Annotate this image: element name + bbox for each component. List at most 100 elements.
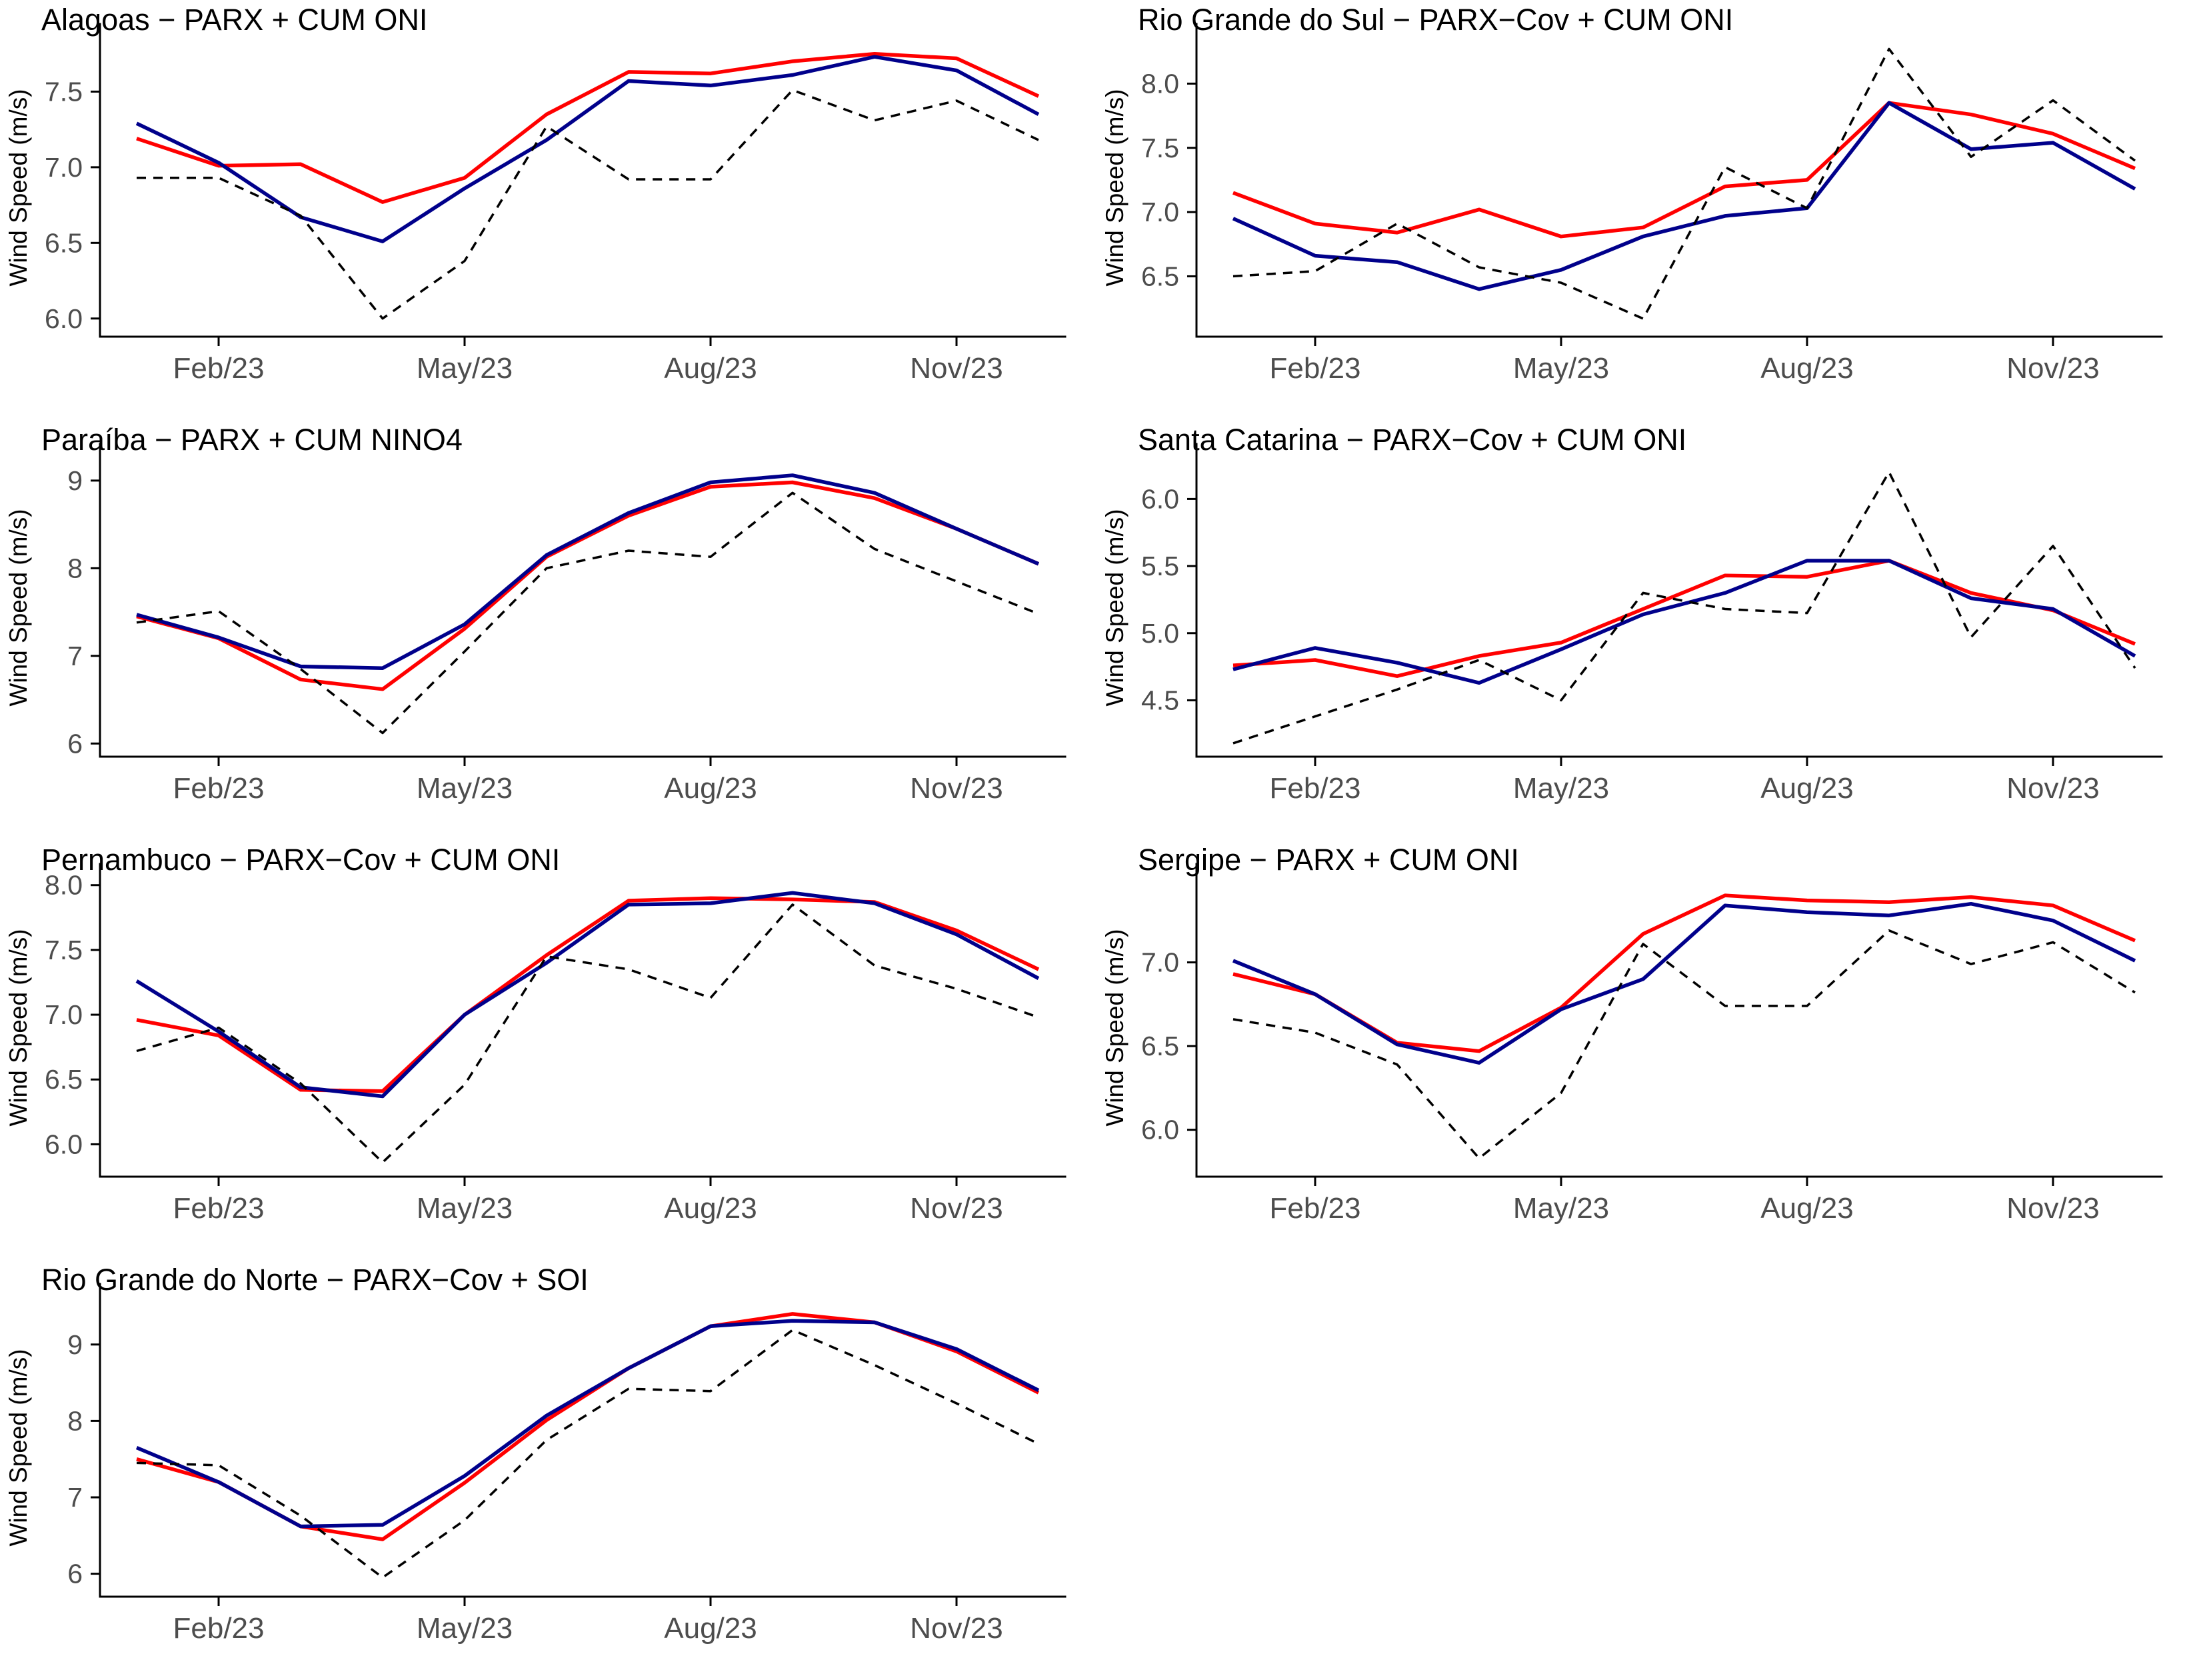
series-blue-solid [136, 473, 1040, 670]
y-axis-label: Wind Speed (m/s) [5, 1349, 32, 1546]
y-tick-label: 8 [67, 1405, 83, 1436]
x-tick-label: Aug/23 [1760, 772, 1853, 805]
chart-canvas: 6.5 7.0 7.5 8.0 Feb/23 May/23 Aug/23 Nov/23 Wind… [1101, 23, 2163, 385]
y-tick-label: 4.5 [1141, 685, 1179, 715]
chart-panel-santa-catarina: 4.5 5.0 5.5 6.0 Feb/23 May/23 Aug/23 Nov/23 Wind… [1096, 420, 2193, 840]
x-tick-label: Feb/23 [173, 352, 265, 385]
x-tick-label: Nov/23 [910, 352, 1003, 385]
x-tick-label: May/23 [1513, 352, 1609, 385]
y-tick-label: 7.0 [45, 152, 83, 183]
chart-canvas: 6.0 6.5 7.0 7.5 8.0 Feb/23 May/23 Aug/23 Nov/23 W… [5, 863, 1067, 1225]
x-tick-label: Nov/23 [910, 1192, 1003, 1225]
axes [99, 443, 1067, 758]
y-tick-label: 8.0 [45, 870, 83, 901]
x-tick-label: May/23 [417, 1192, 513, 1225]
x-tick-label: Nov/23 [2006, 1192, 2099, 1225]
series-blue-solid [1232, 901, 2136, 1065]
chart-title: Rio Grande do Sul − PARX−Cov + CUM ONI [1138, 3, 1734, 37]
series-blue-solid [1232, 101, 2136, 291]
x-tick-label: Nov/23 [2006, 352, 2099, 385]
x-tick-label: May/23 [1513, 1192, 1609, 1225]
series-red-solid [136, 896, 1040, 1093]
y-tick-label: 7.5 [45, 76, 83, 107]
y-axis: 6.0 6.5 7.0 7.5 8.0 [45, 870, 100, 1159]
series-red-solid [136, 51, 1040, 204]
y-tick-label: 5.0 [1141, 618, 1179, 649]
series-red-solid [1232, 101, 2136, 239]
chart-panel-sergipe: 6.0 6.5 7.0 Feb/23 May/23 Aug/23 Nov/23 Wind Sp… [1096, 840, 2193, 1260]
y-tick-label: 9 [67, 465, 83, 496]
series-red-solid [1232, 559, 2136, 678]
x-tick-label: Feb/23 [173, 772, 265, 805]
x-axis: Feb/23 May/23 Aug/23 Nov/23 [1270, 337, 2100, 385]
chart-title: Santa Catarina − PARX−Cov + CUM ONI [1138, 423, 1687, 457]
x-tick-label: Nov/23 [910, 1612, 1003, 1645]
chart-title: Alagoas − PARX + CUM ONI [41, 3, 428, 37]
y-tick-label: 6 [67, 1559, 83, 1589]
series-blue-solid [135, 1319, 1040, 1529]
x-tick-label: Aug/23 [664, 1192, 757, 1225]
series-blue-solid [135, 891, 1040, 1099]
x-axis: Feb/23 May/23 Aug/23 Nov/23 [173, 337, 1003, 385]
axes [99, 23, 1067, 338]
x-tick-label: May/23 [417, 772, 513, 805]
y-tick-label: 6.0 [45, 303, 83, 334]
y-tick-label: 8 [67, 553, 83, 583]
chart-panel-pernambuco: 6.0 6.5 7.0 7.5 8.0 Feb/23 May/23 Aug/23 Nov/23 W… [0, 840, 1096, 1260]
y-tick-label: 6.5 [45, 1064, 83, 1095]
y-axis-label: Wind Speed (m/s) [5, 929, 32, 1126]
x-tick-label: Feb/23 [173, 1192, 265, 1225]
axes [1195, 863, 2163, 1178]
chart-canvas: 4.5 5.0 5.5 6.0 Feb/23 May/23 Aug/23 Nov/23 Wind… [1101, 443, 2163, 805]
y-tick-label: 6.0 [1141, 1115, 1179, 1145]
y-tick-label: 6 [67, 728, 83, 759]
y-axis: 6.0 6.5 7.0 7.5 [45, 76, 100, 334]
series-red-solid [136, 480, 1040, 691]
chart-title: Pernambuco − PARX−Cov + CUM ONI [41, 843, 561, 877]
y-tick-label: 5.5 [1141, 551, 1179, 581]
series-blue-solid [135, 55, 1040, 243]
x-tick-label: Aug/23 [664, 772, 757, 805]
x-axis: Feb/23 May/23 Aug/23 Nov/23 [173, 757, 1003, 805]
x-tick-label: Feb/23 [1270, 772, 1361, 805]
y-tick-label: 7.5 [45, 935, 83, 965]
y-tick-label: 7 [67, 641, 83, 671]
chart-canvas: 6 7 8 9 Feb/23 May/23 Aug/23 Nov/23 Wind Speed (… [5, 1283, 1067, 1645]
chart-canvas: 6.0 6.5 7.0 7.5 Feb/23 May/23 Aug/23 Nov/23 Wind… [5, 23, 1067, 385]
series-black-dashed [1232, 929, 2136, 1160]
y-axis-label: Wind Speed (m/s) [1101, 89, 1128, 286]
series-black-dashed [1232, 47, 2136, 320]
y-tick-label: 7.5 [1141, 133, 1179, 163]
x-tick-label: May/23 [1513, 772, 1609, 805]
series-black-dashed [136, 491, 1039, 735]
y-axis: 6 7 8 9 [67, 465, 100, 759]
x-tick-label: Aug/23 [664, 1612, 757, 1645]
chart-title: Sergipe − PARX + CUM ONI [1138, 843, 1519, 877]
axes [1195, 23, 2163, 338]
chart-panel-rio-grande-do-norte: 6 7 8 9 Feb/23 May/23 Aug/23 Nov/23 Wind Speed (… [0, 1260, 1096, 1680]
y-tick-label: 6.5 [1141, 261, 1179, 291]
x-tick-label: Feb/23 [173, 1612, 265, 1645]
series-black-dashed [137, 89, 1039, 320]
chart-canvas: 6 7 8 9 Feb/23 May/23 Aug/23 Nov/23 Wind Speed (… [5, 443, 1067, 805]
y-axis: 6.0 6.5 7.0 [1141, 947, 1196, 1145]
series-red-solid [136, 1312, 1040, 1541]
x-tick-label: Nov/23 [910, 772, 1003, 805]
y-tick-label: 7.0 [1141, 197, 1179, 227]
x-tick-label: Aug/23 [1760, 1192, 1853, 1225]
y-axis-label: Wind Speed (m/s) [5, 509, 32, 706]
series-black-dashed [1232, 471, 2136, 745]
y-tick-label: 9 [67, 1329, 83, 1360]
x-tick-label: May/23 [417, 352, 513, 385]
y-axis-label: Wind Speed (m/s) [5, 89, 32, 286]
chart-panel-paraiba: 6 7 8 9 Feb/23 May/23 Aug/23 Nov/23 Wind Speed (… [0, 420, 1096, 840]
y-tick-label: 6.0 [45, 1129, 83, 1159]
y-tick-label: 6.5 [1141, 1031, 1179, 1061]
y-tick-label: 7.0 [1141, 947, 1179, 978]
chart-canvas: 6.0 6.5 7.0 Feb/23 May/23 Aug/23 Nov/23 Wind Sp… [1101, 863, 2163, 1225]
y-tick-label: 6.5 [45, 227, 83, 258]
series-blue-solid [1232, 559, 2136, 685]
x-axis: Feb/23 May/23 Aug/23 Nov/23 [1270, 757, 2100, 805]
x-axis: Feb/23 May/23 Aug/23 Nov/23 [173, 1597, 1003, 1645]
